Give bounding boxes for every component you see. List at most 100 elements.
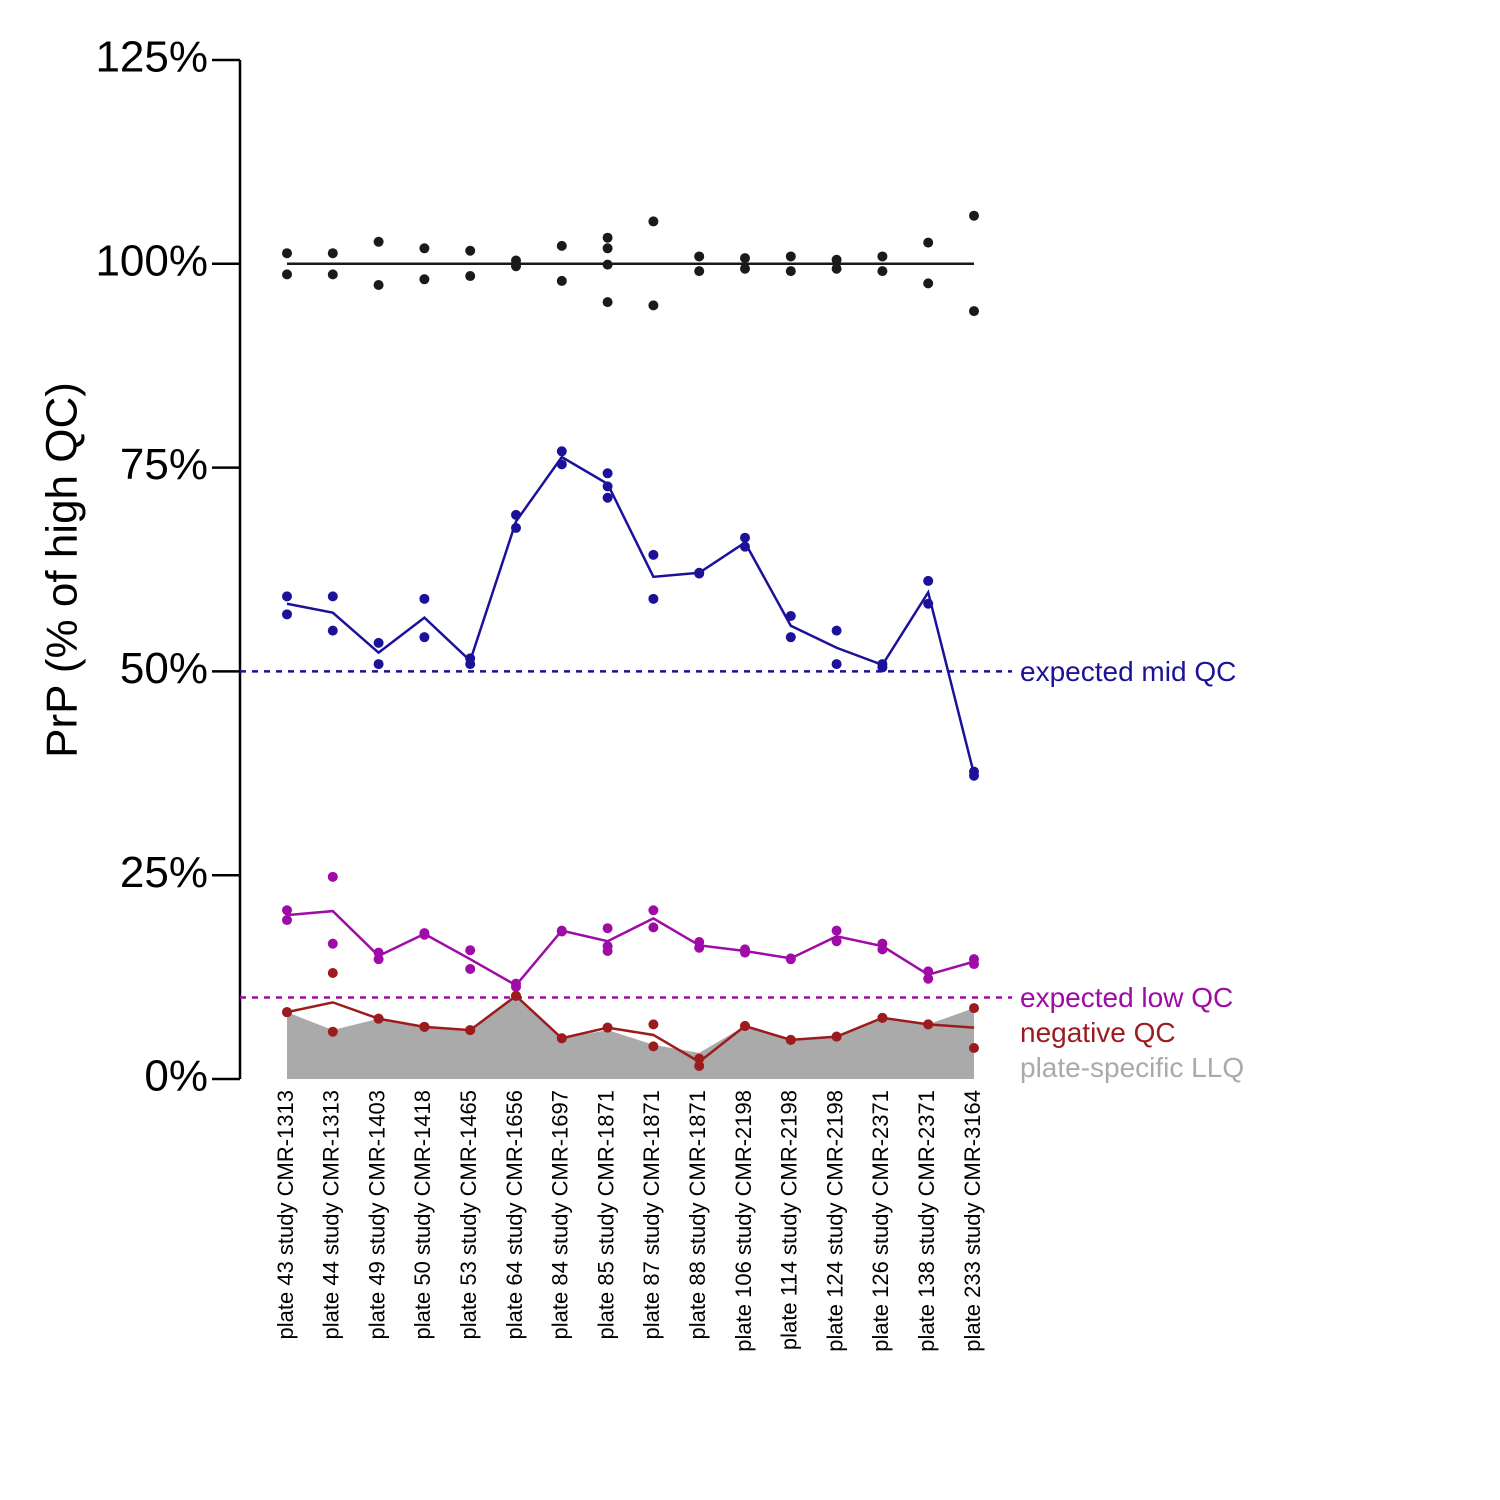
replicate-point xyxy=(282,248,292,259)
replicate-point xyxy=(373,236,384,247)
replicate-point xyxy=(694,942,705,953)
replicate-point xyxy=(969,306,979,317)
replicate-point xyxy=(602,243,613,254)
x-tick-label: plate 126 study CMR-2371 xyxy=(868,1090,893,1352)
replicate-point xyxy=(648,549,659,560)
x-tick-label: plate 50 study CMR-1418 xyxy=(410,1090,435,1339)
replicate-point xyxy=(831,925,842,936)
x-tick-label: plate 44 study CMR-1313 xyxy=(319,1090,344,1339)
replicate-point xyxy=(602,946,613,957)
y-tick-label: 25% xyxy=(120,848,208,897)
replicate-point xyxy=(785,251,796,262)
replicate-point xyxy=(511,261,521,272)
replicate-point xyxy=(327,968,338,979)
replicate-point xyxy=(327,248,338,259)
replicate-point xyxy=(740,532,750,543)
replicate-point xyxy=(282,905,292,916)
y-tick-label: 125% xyxy=(95,33,208,82)
x-tick-label: plate 87 study CMR-1871 xyxy=(639,1090,664,1339)
replicate-point xyxy=(419,593,430,604)
replicate-point xyxy=(785,610,796,621)
replicate-point xyxy=(740,263,750,274)
x-tick-label: plate 85 study CMR-1871 xyxy=(593,1090,618,1339)
x-tick-label: plate 53 study CMR-1465 xyxy=(456,1090,481,1339)
replicate-point xyxy=(465,1025,476,1036)
replicate-point xyxy=(327,938,338,949)
replicate-point xyxy=(969,210,979,221)
legend-label: negative QC xyxy=(1020,1017,1176,1048)
llq-area xyxy=(287,995,974,1079)
replicate-point xyxy=(923,598,934,609)
replicate-point xyxy=(923,1019,934,1030)
replicate-point xyxy=(648,593,659,604)
replicate-point xyxy=(511,522,521,533)
replicate-point xyxy=(556,275,567,286)
replicate-point xyxy=(282,591,292,602)
replicate-point xyxy=(648,1041,659,1052)
replicate-point xyxy=(831,659,842,670)
mean-line xyxy=(286,455,976,775)
replicate-point xyxy=(602,232,613,243)
replicate-point xyxy=(694,1060,705,1071)
replicate-point xyxy=(327,591,338,602)
replicate-point xyxy=(648,905,659,916)
replicate-point xyxy=(373,279,384,290)
y-axis-label: PrP (% of high QC) xyxy=(38,382,87,758)
replicate-point xyxy=(556,459,567,470)
x-tick-label: plate 49 study CMR-1403 xyxy=(364,1090,389,1339)
replicate-point xyxy=(831,1031,842,1042)
replicate-point xyxy=(785,1034,796,1045)
replicate-point xyxy=(465,963,476,974)
replicate-point xyxy=(694,1053,705,1064)
replicate-point xyxy=(969,770,979,781)
replicate-point xyxy=(969,1043,979,1054)
replicate-point xyxy=(923,237,934,248)
replicate-point xyxy=(877,266,888,277)
replicate-point xyxy=(282,269,292,280)
mean-line xyxy=(286,909,975,987)
replicate-point xyxy=(556,240,567,251)
replicate-point xyxy=(556,446,567,457)
replicate-point xyxy=(877,662,888,673)
replicate-point xyxy=(511,990,521,1001)
x-tick-label: plate 106 study CMR-2198 xyxy=(731,1090,756,1352)
replicate-point xyxy=(373,954,384,965)
replicate-point xyxy=(877,1012,888,1023)
mean-line xyxy=(286,994,975,1064)
replicate-point xyxy=(282,915,292,926)
replicate-point xyxy=(602,297,613,308)
x-tick-label: plate 114 study CMR-2198 xyxy=(777,1090,802,1350)
replicate-point xyxy=(419,929,430,940)
replicate-point xyxy=(465,659,476,670)
replicate-point xyxy=(648,922,659,933)
replicate-point xyxy=(419,632,430,643)
replicate-point xyxy=(785,266,796,277)
replicate-point xyxy=(511,981,521,992)
replicate-point xyxy=(556,1033,567,1044)
replicate-point xyxy=(556,926,567,937)
replicate-point xyxy=(831,936,842,947)
replicate-point xyxy=(602,492,613,503)
replicate-point xyxy=(419,274,430,285)
replicate-point xyxy=(831,254,842,265)
reference-label: expected low QC xyxy=(1020,982,1233,1013)
replicate-point xyxy=(831,263,842,274)
replicate-point xyxy=(785,632,796,643)
replicate-point xyxy=(602,468,613,479)
replicate-point xyxy=(327,871,338,882)
legend-label: plate-specific LLQ xyxy=(1020,1052,1244,1083)
x-tick-label: plate 138 study CMR-2371 xyxy=(914,1090,939,1352)
replicate-point xyxy=(465,245,476,256)
x-tick-label: plate 233 study CMR-3164 xyxy=(960,1090,985,1352)
x-tick-label: plate 64 study CMR-1656 xyxy=(502,1090,527,1339)
replicate-point xyxy=(327,269,338,280)
replicate-point xyxy=(648,1019,659,1030)
replicate-point xyxy=(923,973,934,984)
replicate-point xyxy=(740,1021,750,1032)
x-tick-label: plate 43 study CMR-1313 xyxy=(273,1090,298,1339)
replicate-point xyxy=(602,1022,613,1033)
replicate-point xyxy=(694,568,705,579)
replicate-point xyxy=(282,609,292,620)
replicate-point xyxy=(923,966,934,977)
